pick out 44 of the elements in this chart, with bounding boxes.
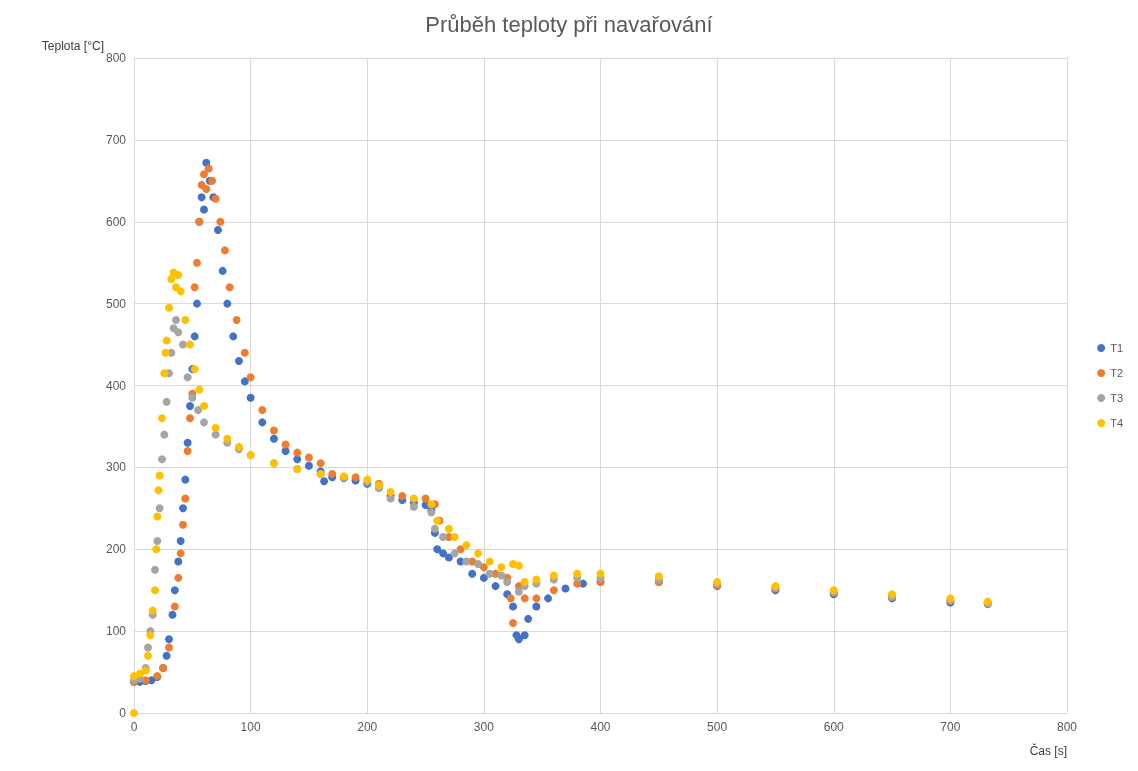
- point: [183, 373, 192, 382]
- point: [409, 502, 418, 511]
- point: [178, 340, 187, 349]
- y-tick-label: 400: [105, 378, 127, 393]
- point: [199, 418, 208, 427]
- legend-label: T2: [1110, 367, 1124, 379]
- point: [174, 328, 183, 337]
- x-tick-label: 500: [707, 720, 728, 734]
- point: [188, 393, 197, 402]
- point: [144, 643, 152, 652]
- y-tick-label: 700: [105, 132, 127, 147]
- x-tick-label: 600: [823, 720, 845, 734]
- x-tick-label: 800: [1056, 720, 1078, 734]
- point: [153, 537, 162, 546]
- x-tick-label: 200: [357, 720, 378, 734]
- point: [450, 549, 459, 558]
- point: [155, 504, 164, 513]
- point: [474, 559, 483, 568]
- point: [430, 524, 439, 533]
- legend-label: T1: [1110, 342, 1124, 354]
- point: [158, 455, 166, 464]
- x-tick-label: 300: [473, 720, 495, 734]
- legend-label: T4: [1110, 417, 1124, 429]
- y-tick-label: 300: [105, 460, 127, 475]
- y-tick-label: 500: [105, 296, 127, 311]
- y-tick-label: 0: [119, 706, 127, 720]
- x-tick-label: 400: [590, 720, 611, 734]
- point: [162, 397, 171, 406]
- y-tick-label: 200: [105, 542, 127, 557]
- chart-title: Průběh teploty při navařování: [425, 11, 713, 37]
- x-axis-title: Čas [s]: [1029, 743, 1067, 758]
- x-tick-label: 700: [940, 720, 961, 734]
- point: [497, 571, 506, 580]
- legend-label: T3: [1110, 392, 1124, 404]
- y-axis-title: Teplota [°C]: [41, 39, 104, 54]
- point: [194, 406, 203, 415]
- point: [171, 316, 180, 324]
- point: [160, 430, 169, 439]
- y-tick-label: 600: [105, 214, 127, 229]
- x-tick-label: 0: [130, 720, 138, 734]
- y-tick-label: 800: [105, 51, 127, 65]
- y-tick-label: 100: [105, 624, 127, 639]
- point: [151, 565, 159, 574]
- x-tick-label: 100: [240, 720, 261, 734]
